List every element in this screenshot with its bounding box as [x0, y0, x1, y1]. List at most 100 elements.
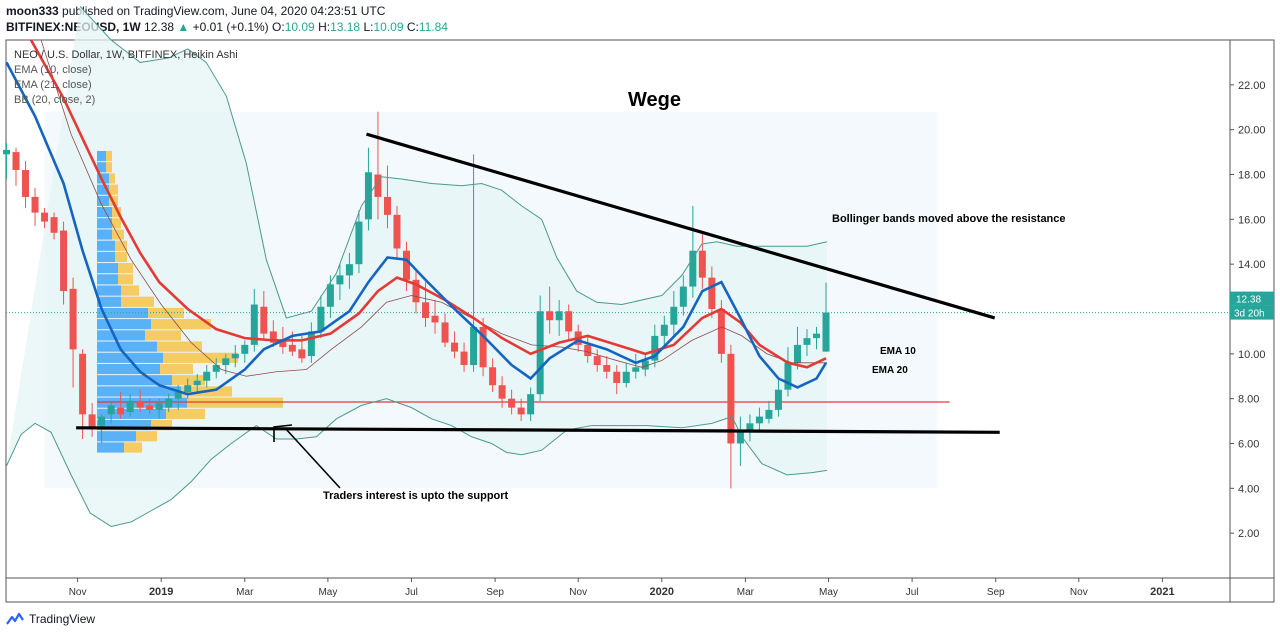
candle-body — [184, 385, 192, 392]
candle-body — [746, 423, 754, 431]
candle-body — [689, 250, 697, 287]
y-tick-label: 14.00 — [1238, 259, 1266, 271]
candle-body — [393, 214, 401, 249]
x-tick-label: May — [318, 587, 337, 598]
candle-body — [536, 311, 544, 395]
candle-body — [203, 371, 211, 381]
candle-body — [803, 338, 811, 345]
vp-sell-bar — [115, 251, 127, 263]
y-tick-label: 4.00 — [1238, 483, 1259, 495]
candle-body — [632, 367, 640, 372]
vp-buy-bar — [97, 251, 115, 263]
candle-body — [527, 394, 535, 415]
vp-sell-bar — [145, 330, 181, 341]
bb-lower-line — [6, 398, 828, 527]
candle-body — [212, 365, 220, 372]
candle-body — [98, 416, 106, 426]
candle-body — [441, 322, 449, 343]
open-value: 10.09 — [284, 20, 315, 34]
high-label: H: — [318, 20, 331, 34]
vp-sell-bar — [151, 319, 211, 330]
vp-sell-bar — [109, 173, 115, 184]
vp-buy-bar — [97, 442, 124, 453]
vp-buy-bar — [97, 408, 166, 419]
symbol: BITFINEX:NEOUSD, 1W — [6, 20, 141, 34]
candle-body — [727, 353, 735, 444]
candle-body — [755, 416, 763, 424]
vp-buy-bar — [97, 419, 151, 431]
x-tick-label: May — [819, 587, 838, 598]
candle-body — [679, 286, 687, 307]
candle-body — [555, 311, 563, 321]
tradingview-brand[interactable]: TradingView — [29, 612, 96, 626]
legend-ema21: EMA (21, close) — [14, 79, 92, 91]
symbol-info: BITFINEX:NEOUSD, 1W 12.38 ▲ +0.01 (+0.1%… — [6, 19, 1274, 36]
candle-body — [603, 365, 611, 372]
candle-body — [460, 351, 468, 366]
publish-info: moon333 published on TradingView.com, Ju… — [6, 3, 1274, 19]
vp-sell-bar — [115, 240, 127, 251]
high-value: 13.18 — [330, 20, 361, 34]
footer: TradingView — [6, 608, 95, 630]
candle-body — [422, 302, 430, 318]
candle-body — [546, 311, 554, 321]
candle-body — [431, 315, 439, 323]
vp-buy-bar — [97, 184, 109, 195]
vp-buy-bar — [97, 162, 106, 173]
candle-body — [22, 170, 30, 197]
vp-buy-bar — [97, 386, 181, 397]
low-value: 10.09 — [373, 20, 404, 34]
vp-sell-bar — [121, 285, 139, 296]
x-tick-label: Jul — [906, 587, 919, 598]
candle-body — [174, 391, 182, 399]
candle-body — [260, 306, 268, 334]
candle-body — [613, 371, 621, 383]
candle-body — [651, 335, 659, 361]
last-price-tag — [1230, 291, 1274, 306]
vp-sell-bar — [166, 408, 205, 419]
candle-body — [136, 400, 144, 408]
candle-body — [774, 389, 782, 410]
close-value: 11.84 — [418, 20, 448, 34]
publisher-name[interactable]: moon333 — [6, 4, 59, 18]
vp-sell-bar — [136, 431, 157, 442]
tradingview-logo-icon[interactable] — [6, 612, 24, 626]
x-tick-label: 2019 — [149, 586, 173, 598]
candle-body — [307, 331, 315, 357]
x-tick-label: Sep — [486, 587, 504, 598]
vp-sell-bar — [112, 218, 121, 229]
support-trendline — [76, 426, 1000, 434]
x-tick-label: Nov — [1070, 587, 1088, 598]
candle-body — [374, 174, 382, 197]
candle-body — [12, 152, 20, 171]
vp-buy-bar — [97, 431, 136, 442]
y-tick-label: 22.00 — [1238, 80, 1266, 92]
vp-sell-bar — [121, 296, 154, 307]
candle-body — [508, 398, 516, 408]
vp-buy-bar — [97, 319, 151, 330]
ema10-line — [5, 61, 828, 396]
candle-body — [793, 344, 801, 363]
candle-body — [222, 358, 230, 366]
candle-body — [517, 407, 525, 415]
candle-body — [50, 217, 58, 233]
candle-body — [622, 371, 630, 383]
y-tick-label: 16.00 — [1238, 214, 1266, 226]
legend-ema10: EMA (10, close) — [14, 64, 92, 76]
vp-sell-bar — [106, 150, 112, 162]
vp-buy-bar — [97, 341, 157, 352]
y-tick-label: 8.00 — [1238, 394, 1259, 406]
countdown-label: 3d 20h — [1234, 309, 1265, 320]
candle-body — [593, 356, 601, 366]
open-label: O: — [272, 20, 285, 34]
candle-body — [383, 196, 391, 215]
candle-body — [412, 279, 420, 303]
ema21-line — [29, 39, 827, 369]
vp-buy-bar — [97, 352, 163, 363]
vp-buy-bar — [97, 173, 109, 184]
published-text: published on TradingView.com, June 04, 2… — [62, 4, 386, 18]
annotation-ema20: EMA 20 — [872, 365, 908, 376]
bb-upper-line — [79, 6, 828, 319]
candle-body — [670, 306, 678, 325]
